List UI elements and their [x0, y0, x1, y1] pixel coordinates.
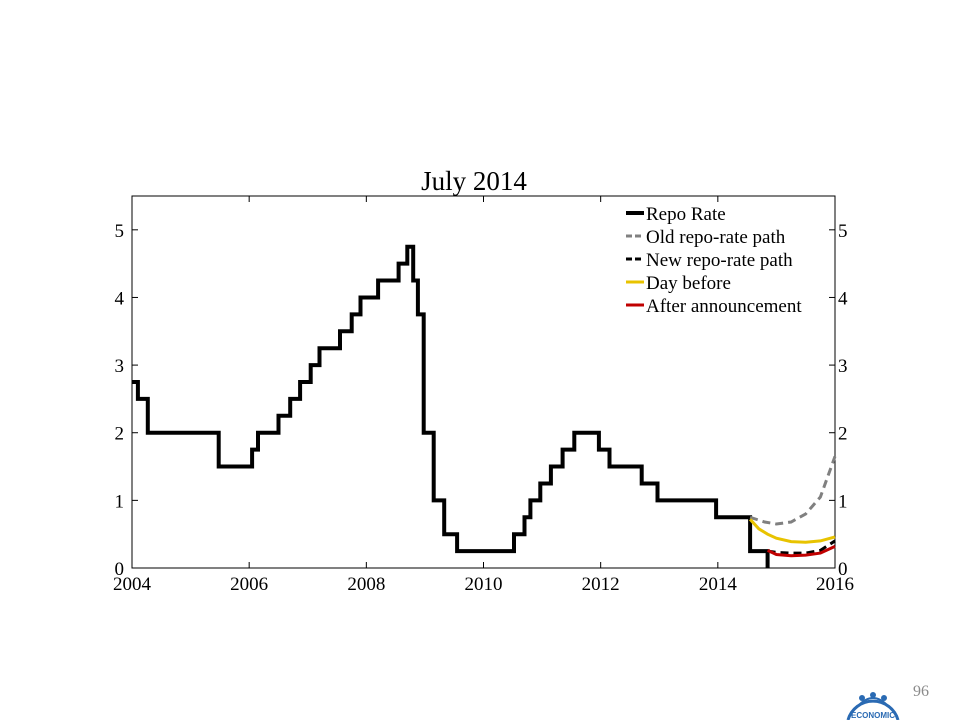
legend-label-3: Day before	[646, 273, 731, 294]
legend-label-4: After announcement	[646, 296, 802, 317]
logo-text: ECONOMIC	[851, 711, 895, 720]
legend-label-2: New repo-rate path	[646, 250, 793, 271]
y-right-tick-label-5: 5	[838, 221, 848, 242]
x-tick-label-1: 2006	[230, 574, 268, 595]
y-tick-label-1: 1	[115, 491, 125, 512]
y-right-tick-label-4: 4	[838, 288, 848, 309]
institution-seal-icon: ECONOMIC	[842, 686, 904, 720]
y-right-tick-label-3: 3	[838, 356, 848, 377]
y-right-tick-label-1: 1	[838, 491, 848, 512]
series-line-0	[132, 244, 770, 568]
series-line-1	[749, 455, 837, 526]
x-tick-label-2: 2008	[347, 574, 385, 595]
y-tick-label-4: 4	[115, 288, 125, 309]
series-line-3	[748, 518, 836, 544]
page-number: 96	[913, 683, 929, 700]
series-layer	[132, 244, 837, 568]
x-tick-label-3: 2010	[465, 574, 503, 595]
legend-label-1: Old repo-rate path	[646, 227, 786, 248]
y-tick-label-0: 0	[115, 559, 125, 580]
y-tick-label-5: 5	[115, 221, 125, 242]
y-right-tick-label-2: 2	[838, 424, 848, 445]
y-tick-label-3: 3	[115, 356, 125, 377]
x-tick-label-0: 2004	[113, 574, 152, 595]
legend-label-0: Repo Rate	[646, 204, 726, 225]
chart-title: July 2014	[421, 166, 527, 196]
x-tick-label-6: 2016	[816, 574, 854, 595]
series-line-4	[766, 545, 836, 558]
x-tick-label-4: 2012	[582, 574, 620, 595]
y-tick-label-2: 2	[115, 424, 125, 445]
y-right-tick-label-0: 0	[838, 559, 848, 580]
x-tick-label-5: 2014	[699, 574, 738, 595]
